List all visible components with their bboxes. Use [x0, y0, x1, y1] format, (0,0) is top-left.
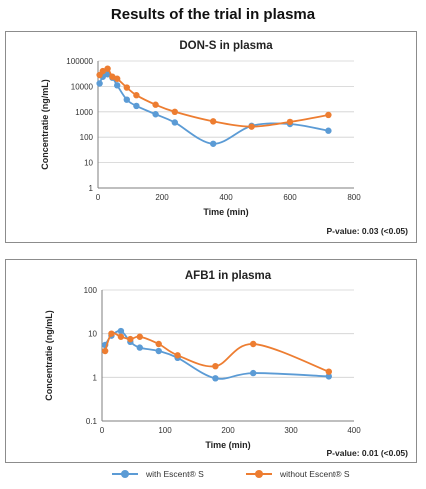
data-point-without — [210, 118, 217, 125]
page-title: Results of the trial in plasma — [110, 6, 316, 23]
y-axis-title: Concentratie (ng/mL) — [44, 310, 54, 401]
y-tick-label: 100 — [80, 133, 94, 142]
series-line-without — [98, 67, 329, 128]
data-point-without — [117, 333, 125, 340]
chart-title: DON-S in plasma — [179, 40, 273, 52]
legend-item-with: with Escent® S — [112, 469, 204, 479]
data-point-without — [155, 340, 162, 348]
data-point-with — [152, 111, 159, 118]
data-point-with — [96, 80, 103, 87]
legend-swatch-with — [112, 469, 138, 479]
y-tick-label: 100 — [84, 286, 98, 295]
data-point-with — [136, 344, 143, 351]
data-point-without — [212, 362, 219, 370]
data-point-with — [171, 119, 178, 126]
data-point-without — [152, 101, 159, 108]
data-point-without — [133, 92, 140, 99]
data-point-without — [286, 118, 294, 126]
data-point-without — [171, 108, 178, 116]
y-tick-label: 1 — [93, 373, 98, 382]
series-line-without — [104, 332, 330, 373]
x-tick-label: 300 — [284, 426, 298, 435]
data-point-with — [117, 327, 125, 335]
x-tick-label: 0 — [100, 426, 105, 435]
data-point-without — [250, 340, 257, 348]
data-point-with — [155, 347, 162, 355]
data-point-with — [325, 127, 332, 134]
x-axis-title: Time (min) — [203, 207, 248, 217]
p-value-annotation: P-value: 0.01 (<0.05) — [326, 448, 408, 458]
legend-label-without: without Escent® S — [280, 469, 350, 479]
chart-panel-afb1: AFB1 in plasma 0.1 1 10 100 0 100 200 300 400 Time… — [5, 259, 417, 463]
data-point-with — [325, 373, 332, 380]
legend-item-without: without Escent® S — [246, 469, 350, 479]
x-tick-label: 400 — [347, 426, 361, 435]
y-tick-label: 1000 — [75, 108, 93, 117]
x-axis-title: Time (min) — [205, 440, 250, 450]
data-point-without — [109, 73, 116, 80]
y-tick-label: 10 — [84, 159, 93, 168]
x-tick-label: 200 — [221, 426, 235, 435]
y-tick-label: 0.1 — [86, 417, 98, 426]
x-tick-label: 100 — [158, 426, 172, 435]
x-tick-label: 0 — [96, 193, 101, 202]
y-tick-label: 10 — [88, 330, 97, 339]
legend-label-with: with Escent® S — [146, 469, 204, 479]
legend-swatch-without — [246, 469, 272, 479]
data-point-without — [248, 123, 255, 130]
data-point-without — [127, 335, 134, 343]
y-tick-label: 1 — [89, 184, 94, 193]
y-tick-label: 100000 — [66, 57, 93, 66]
series-line-with — [104, 329, 329, 380]
data-point-without — [123, 84, 130, 91]
chart-afb1: AFB1 in plasma 0.1 1 10 100 0 100 200 300 400 Time… — [44, 270, 408, 458]
data-point-without — [325, 368, 332, 375]
data-point-with — [123, 96, 130, 103]
data-point-with — [133, 102, 140, 110]
chart-don-s: DON-S in plasma 1 10 100 1000 10000 100000 0 200… — [40, 40, 408, 236]
data-point-with — [114, 82, 121, 89]
chart-panel-don-s: DON-S in plasma 1 10 100 1000 10000 100000 0 200… — [5, 31, 417, 243]
data-point-without — [108, 330, 115, 337]
x-tick-label: 800 — [347, 193, 361, 202]
data-point-without — [136, 333, 143, 340]
data-point-with — [212, 375, 219, 382]
legend: with Escent® S without Escent® S — [0, 469, 426, 485]
data-point-without — [174, 352, 181, 359]
y-tick-label: 10000 — [71, 82, 94, 91]
x-tick-label: 400 — [219, 193, 233, 202]
chart-title: AFB1 in plasma — [185, 270, 272, 282]
data-point-with — [210, 140, 217, 147]
data-point-with — [250, 369, 257, 377]
y-axis-title: Concentratie (ng/mL) — [40, 79, 50, 170]
series-line-with — [98, 73, 329, 145]
data-point-without — [325, 111, 332, 119]
data-point-without — [114, 75, 121, 82]
x-tick-label: 600 — [283, 193, 297, 202]
p-value-annotation: P-value: 0.03 (<0.05) — [326, 226, 408, 236]
data-point-without — [104, 65, 111, 72]
data-point-without — [99, 67, 107, 75]
x-tick-label: 200 — [155, 193, 169, 202]
data-point-without — [101, 347, 109, 355]
